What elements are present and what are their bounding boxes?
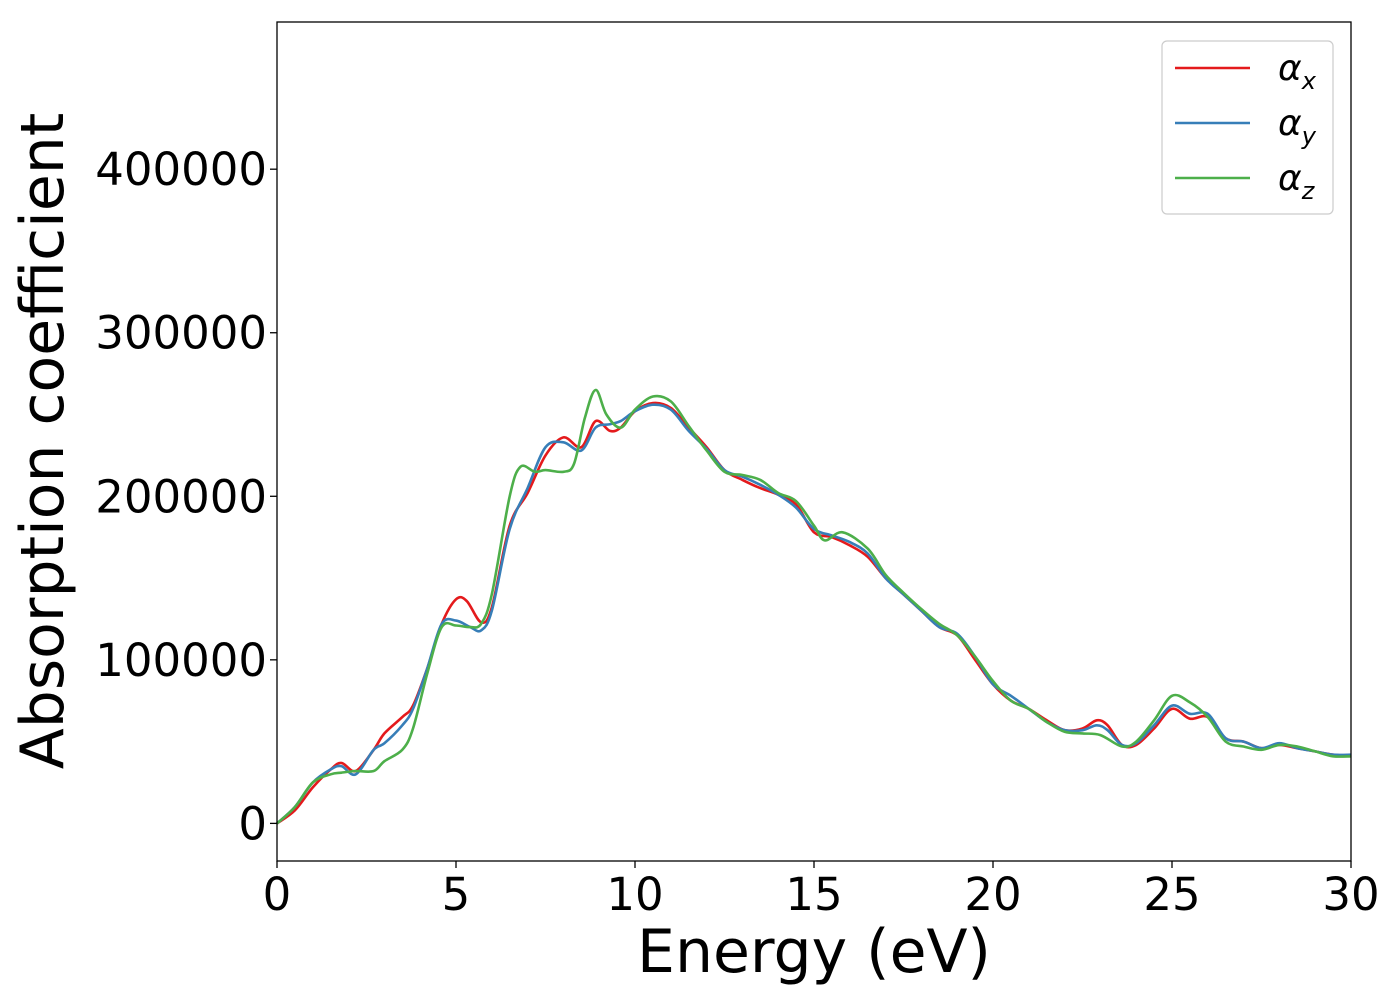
x-tick-label: 30 xyxy=(1322,868,1379,921)
legend-label-y: αy xyxy=(1278,103,1317,150)
y-tick-label: 400000 xyxy=(95,143,267,196)
legend-label-z: αz xyxy=(1278,158,1316,205)
legend-label-subscript: y xyxy=(1301,122,1317,150)
series-layer xyxy=(276,388,1352,825)
y-axis: 0 100000 200000 300000 400000 xyxy=(95,143,277,850)
series-line-z xyxy=(276,388,1352,825)
legend-label-x: αx xyxy=(1278,48,1317,95)
legend-label-symbol: α xyxy=(1278,103,1302,144)
legend-label-symbol: α xyxy=(1278,48,1302,89)
y-tick-label: 100000 xyxy=(95,634,267,687)
legend-label-subscript: z xyxy=(1301,177,1316,205)
x-tick-label: 5 xyxy=(442,868,471,921)
x-tick-label: 10 xyxy=(606,868,663,921)
series-line-y xyxy=(276,403,1352,825)
x-tick-label: 0 xyxy=(263,868,292,921)
y-tick-label: 300000 xyxy=(95,307,267,360)
x-tick-label: 25 xyxy=(1143,868,1200,921)
y-tick-label: 200000 xyxy=(95,470,267,523)
y-tick-label: 0 xyxy=(238,797,267,850)
legend-box xyxy=(1161,40,1334,215)
x-axis-title: Energy (eV) xyxy=(637,917,991,987)
x-tick-label: 15 xyxy=(785,868,842,921)
x-axis: 0 5 10 15 20 25 30 xyxy=(263,861,1380,921)
y-axis-title: Absorption coefficient xyxy=(8,113,78,770)
x-tick-label: 20 xyxy=(964,868,1021,921)
legend-label-symbol: α xyxy=(1278,158,1302,199)
legend-label-subscript: x xyxy=(1301,67,1317,95)
